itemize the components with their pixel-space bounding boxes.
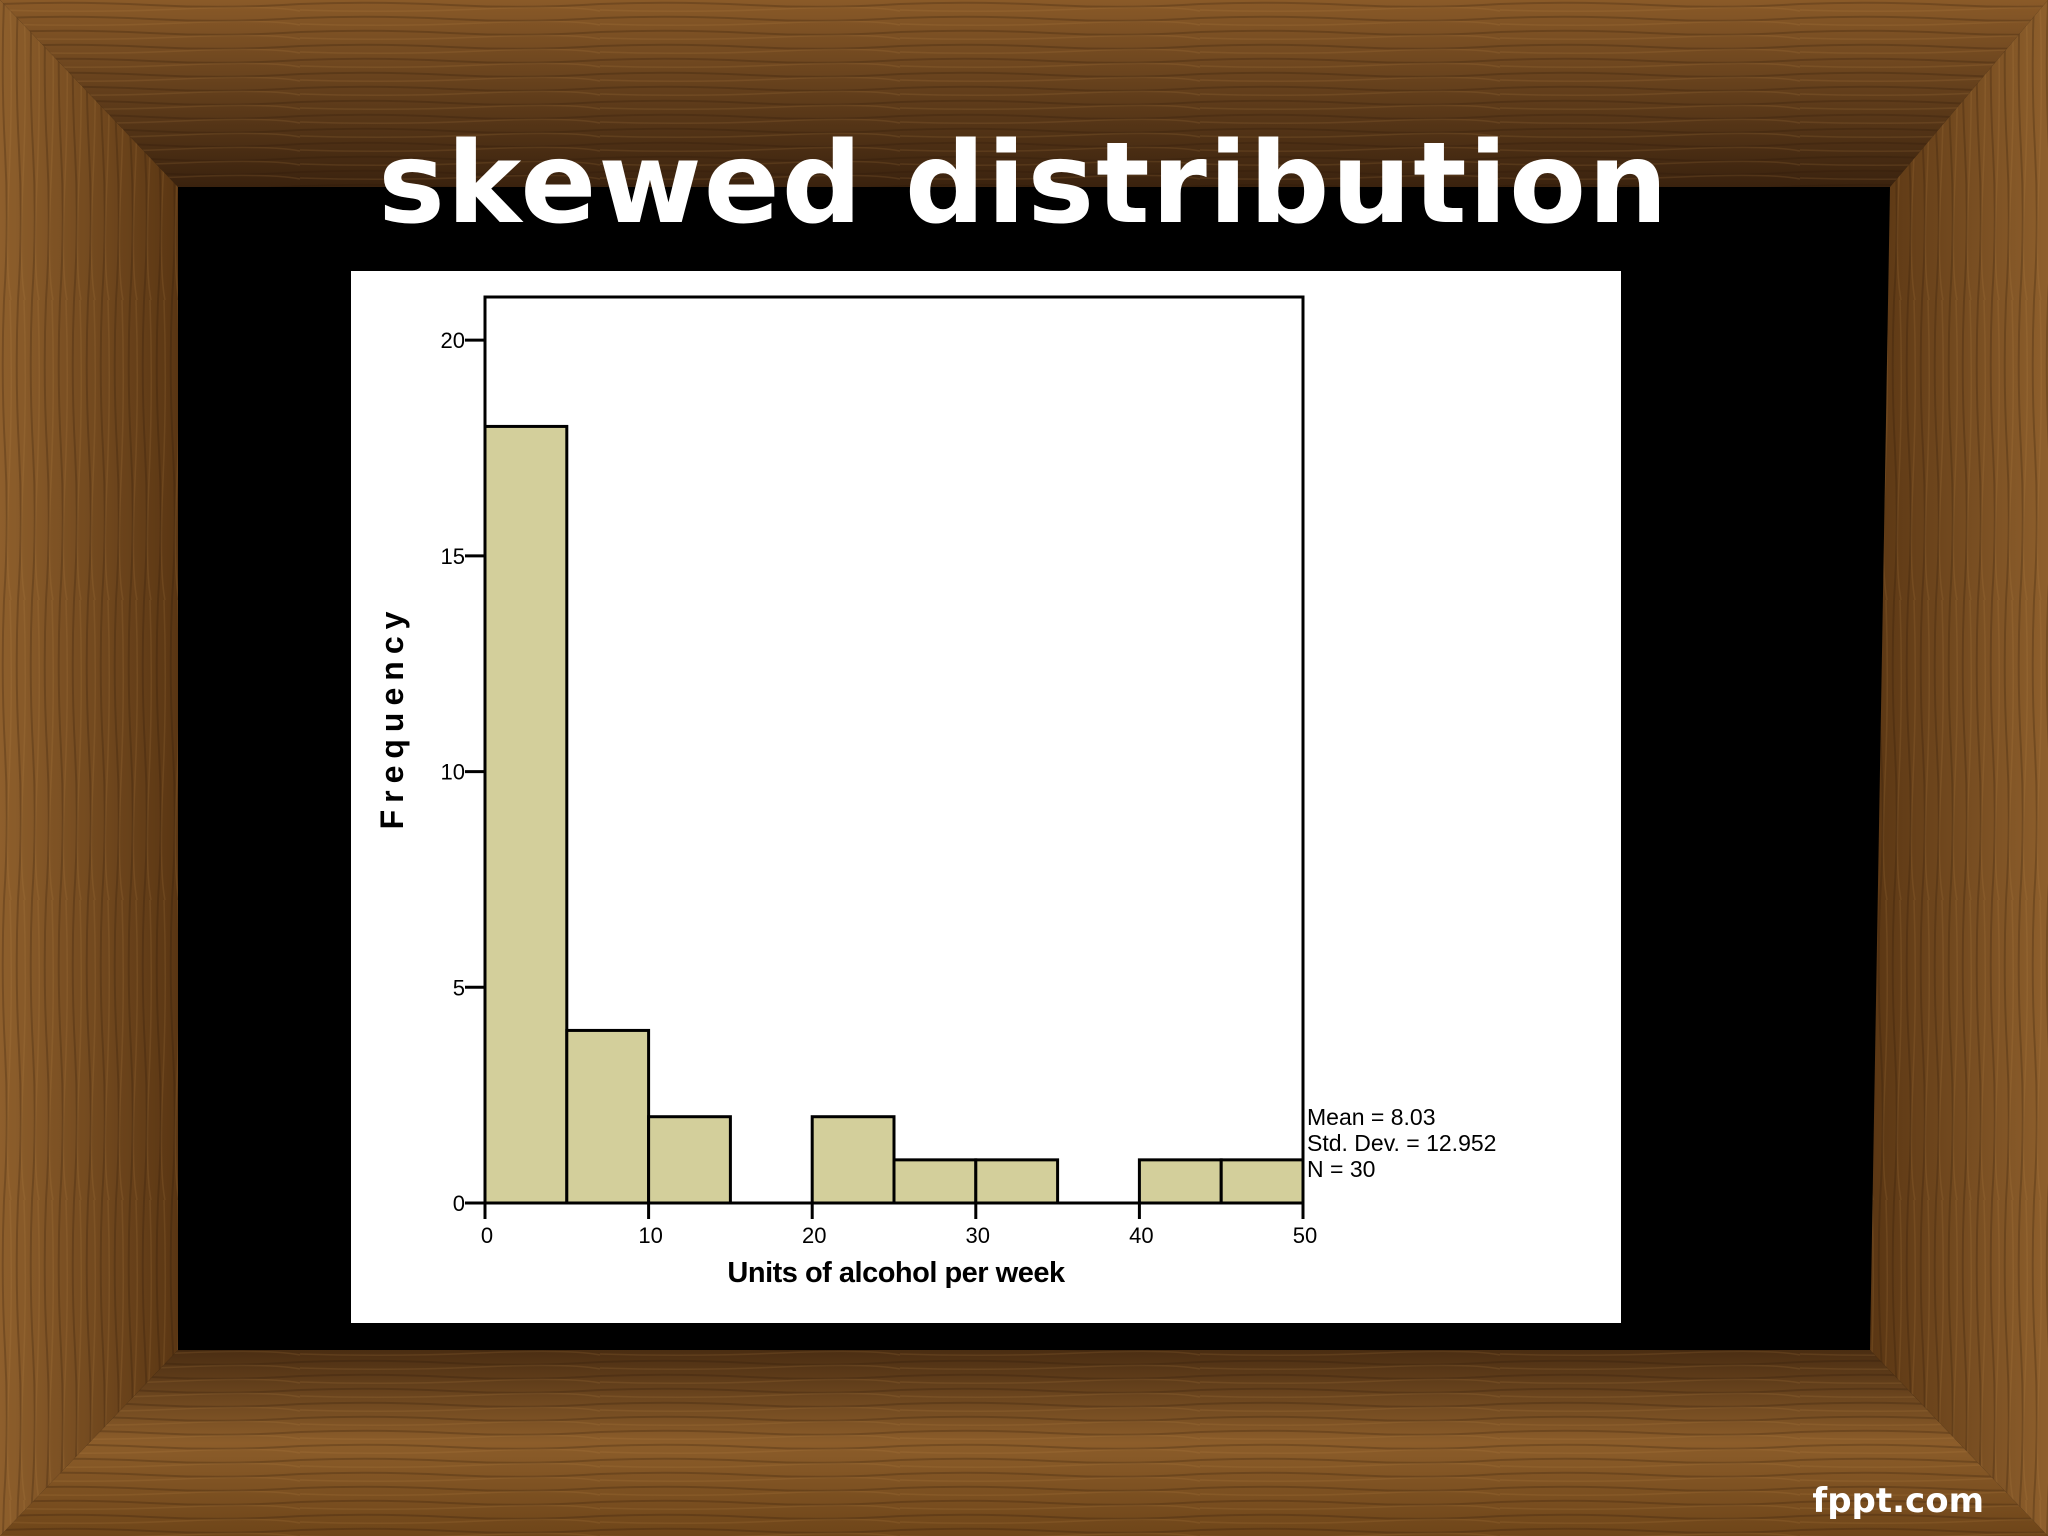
histogram-bar bbox=[1137, 1158, 1223, 1205]
chart-panel: 0 5 10 15 20 0 10 20 30 40 50 Units of alcohol pe… bbox=[351, 271, 1621, 1323]
x-tick-label: 0 bbox=[481, 1223, 493, 1248]
x-tick-label: 30 bbox=[966, 1223, 990, 1248]
y-tick-label: 5 bbox=[453, 975, 465, 1000]
watermark: fppt.com bbox=[1812, 1481, 1984, 1521]
histogram-bar bbox=[810, 1115, 896, 1205]
stat-line: Std. Dev. = 12.952 bbox=[1307, 1130, 1496, 1156]
y-axis: 0 5 10 15 20 bbox=[441, 328, 485, 1216]
x-tick-label: 10 bbox=[638, 1223, 662, 1248]
y-tick-label: 20 bbox=[441, 328, 465, 353]
slide-title: skewed distribution bbox=[378, 119, 1670, 249]
stat-line: N = 30 bbox=[1307, 1156, 1375, 1182]
histogram-bar bbox=[565, 1028, 651, 1205]
histogram-bar bbox=[892, 1158, 978, 1205]
histogram-bar bbox=[1219, 1158, 1305, 1205]
histogram-chart: 0 5 10 15 20 0 10 20 30 40 50 Units of alcohol pe… bbox=[374, 295, 1496, 1289]
x-axis: 0 10 20 30 40 50 bbox=[481, 1203, 1317, 1248]
histogram-bar bbox=[974, 1158, 1060, 1205]
x-tick-label: 20 bbox=[802, 1223, 826, 1248]
histogram-bar bbox=[647, 1115, 732, 1205]
x-axis-title: Units of alcohol per week bbox=[727, 1257, 1066, 1289]
y-tick-label: 10 bbox=[441, 760, 465, 785]
y-tick-label: 15 bbox=[441, 544, 465, 569]
x-tick-label: 50 bbox=[1293, 1223, 1317, 1248]
y-axis-title: Frequency bbox=[374, 605, 410, 830]
stat-line: Mean = 8.03 bbox=[1307, 1104, 1436, 1130]
histogram-bar bbox=[483, 424, 569, 1205]
plot-frame bbox=[483, 295, 1305, 1205]
bars-layer bbox=[483, 424, 1305, 1205]
x-tick-label: 40 bbox=[1129, 1223, 1153, 1248]
y-tick-label: 0 bbox=[453, 1191, 465, 1216]
